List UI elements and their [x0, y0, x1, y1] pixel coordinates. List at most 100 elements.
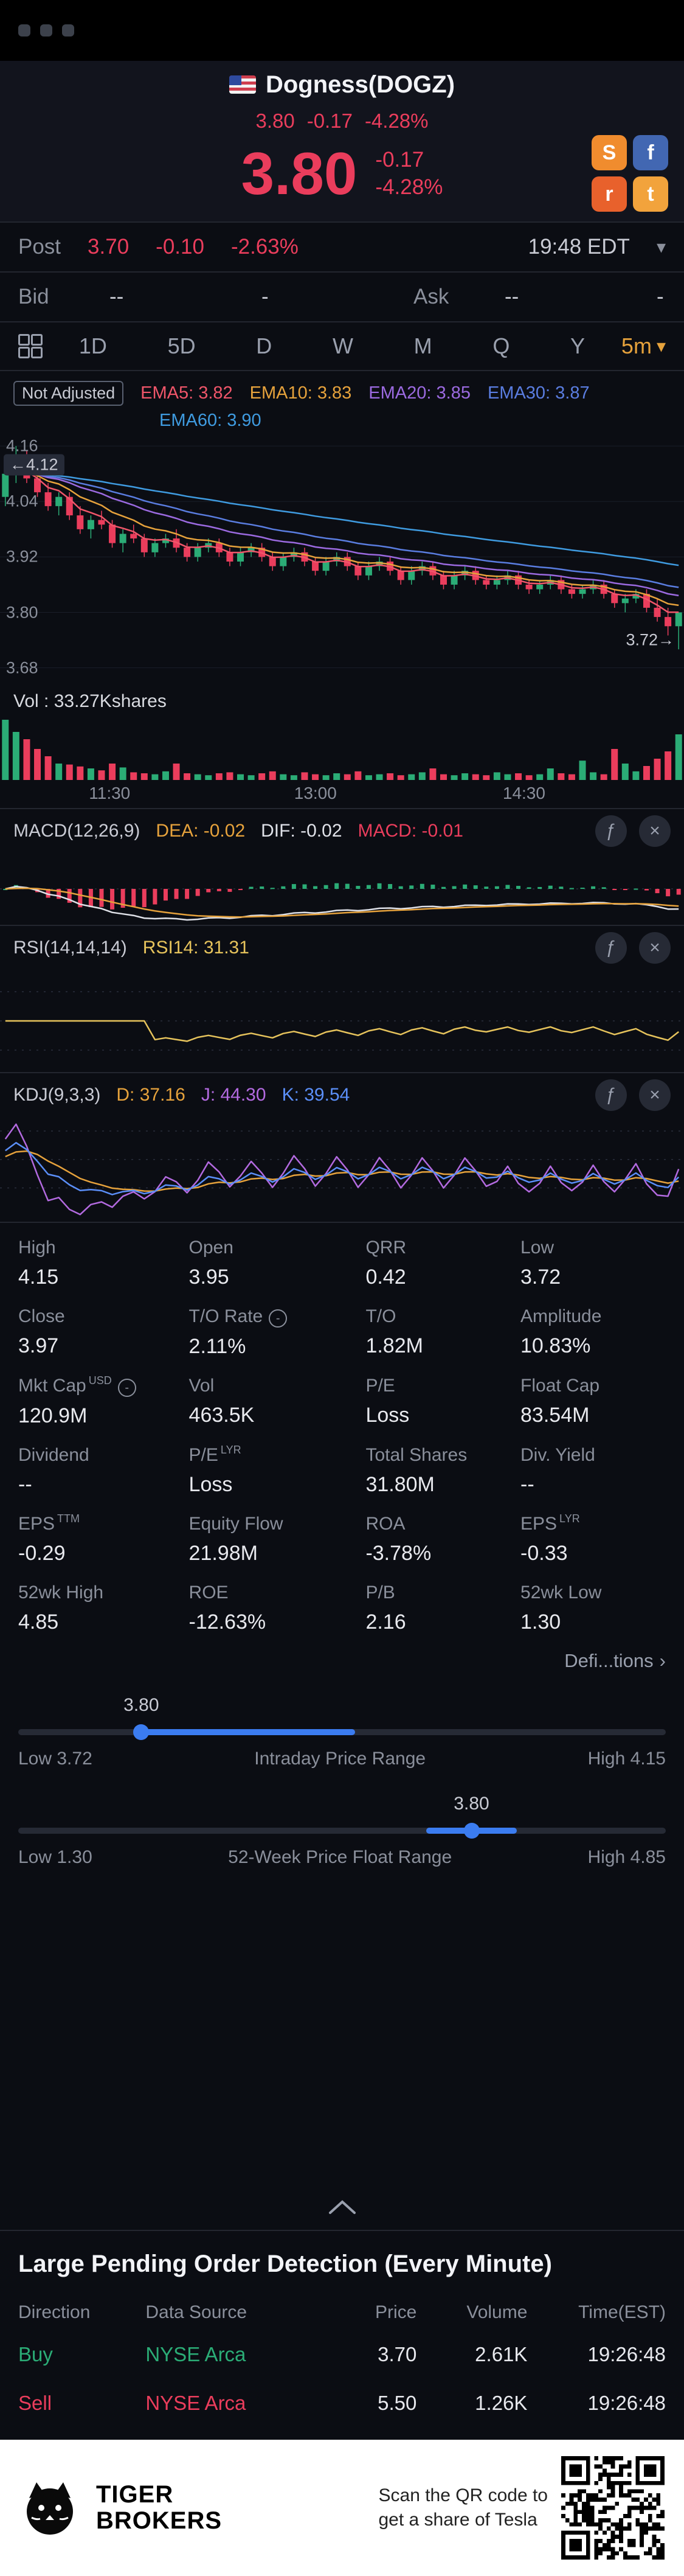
notification-icon [40, 24, 52, 37]
kdj-pane: KDJ(9,3,3) D: 37.16 J: 44.30 K: 39.54 ƒ … [0, 1072, 684, 1222]
indicator-close-icon[interactable]: × [639, 932, 671, 964]
y-axis-label: 3.80 [6, 603, 38, 622]
ema60-label: EMA60: 3.90 [159, 411, 261, 430]
kdj-j-value: J: 44.30 [201, 1085, 266, 1105]
slider-value: 3.80 [454, 1794, 489, 1814]
slider-high-label: High 4.85 [587, 1847, 666, 1867]
tab-m[interactable]: M [413, 333, 432, 358]
stat-equity-flow: Equity Flow 21.98M [188, 1514, 283, 1565]
social-icon-stocktwits[interactable]: S [592, 135, 627, 170]
price-subline: 3.80 -0.17 -4.28% [0, 110, 684, 133]
tab-1d[interactable]: 1D [78, 333, 107, 358]
subline-change: -0.17 [306, 110, 353, 132]
pending-orders-header: Direction Data Source Price Volume Time(… [18, 2302, 666, 2322]
y-axis-label: 3.68 [6, 658, 38, 677]
adjust-mode-badge[interactable]: Not Adjusted [13, 381, 124, 406]
subline-price: 3.80 [255, 110, 295, 132]
slider-track [18, 1724, 666, 1740]
stat-vol: Vol 463.5K [188, 1376, 255, 1427]
slider-fill [141, 1729, 355, 1735]
tab-w[interactable]: W [332, 333, 353, 358]
stat-low: Low 3.72 [520, 1238, 561, 1289]
last-price-tag: 3.72→ [626, 630, 674, 649]
social-icon-reddit[interactable]: r [592, 176, 627, 212]
stat-roe: ROE -12.63% [188, 1582, 266, 1634]
stat-close: Close 3.97 [18, 1306, 65, 1357]
bid-size: - [261, 285, 269, 308]
indicator-settings-icon[interactable]: ƒ [595, 815, 627, 847]
tab-5d[interactable]: 5D [167, 333, 196, 358]
stat-eps-ttm: EPS TTM -0.29 [18, 1513, 80, 1565]
ask-label: Ask [413, 285, 449, 308]
price-change-stack: -0.17 -4.28% [375, 146, 443, 201]
collapse-chevron-icon[interactable] [0, 2185, 684, 2230]
indicator-close-icon[interactable]: × [639, 1079, 671, 1111]
pending-order-row-sell[interactable]: Sell NYSE Arca 5.50 1.26K 19:26:48 [18, 2392, 666, 2414]
macd-dea-value: DEA: -0.02 [156, 821, 246, 841]
definitions-link[interactable]: Defi...tions › [564, 1650, 666, 1671]
chevron-down-icon[interactable]: ▾ [656, 237, 666, 257]
quote-header: Dogness(DOGZ) 3.80 -0.17 -4.28% 3.80 -0.… [0, 61, 684, 221]
intraday-range-slider: 3.80 Low 3.72 Intraday Price Range High … [0, 1689, 684, 1788]
status-bar [0, 0, 684, 61]
post-market-row: Post 3.70 -0.10 -2.63% 19:48 EDT ▾ [0, 221, 684, 273]
pending-order-row-buy[interactable]: Buy NYSE Arca 3.70 2.61K 19:26:48 [18, 2343, 666, 2365]
y-axis-label: 3.92 [6, 547, 38, 566]
stat-float-cap: Float Cap 83.54M [520, 1376, 600, 1427]
tiger-logo-icon [27, 2482, 73, 2535]
volume-chart[interactable] [0, 717, 684, 780]
interval-selector[interactable]: 5m ▾ [621, 333, 666, 359]
52week-range-slider: 3.80 Low 1.30 52-Week Price Float Range … [0, 1788, 684, 1886]
bid-label: Bid [18, 285, 49, 308]
candlestick-chart[interactable]: 4.16 4.04 3.92 3.80 3.68 ←4.12 3.72→ [0, 437, 684, 686]
kdj-header: KDJ(9,3,3) D: 37.16 J: 44.30 K: 39.54 ƒ … [0, 1073, 684, 1117]
rsi-pane: RSI(14,14,14) RSI14: 31.31 ƒ × [0, 925, 684, 1072]
period-tabs: 1D 5D D W M Q Y 5m ▾ [0, 322, 684, 371]
stat-high: High 4.15 [18, 1238, 59, 1289]
info-icon[interactable] [117, 1379, 136, 1397]
indicator-settings-icon[interactable]: ƒ [595, 1079, 627, 1111]
tab-q[interactable]: Q [492, 333, 510, 358]
kdj-k-value: K: 39.54 [282, 1085, 350, 1105]
stat-pb: P/B 2.16 [365, 1582, 406, 1634]
ema10-label: EMA10: 3.83 [249, 383, 352, 403]
slider-value: 3.80 [123, 1695, 159, 1715]
ask-group: Ask -- - [413, 285, 684, 309]
subline-change-pct: -4.28% [364, 110, 429, 132]
kdj-chart[interactable] [0, 1117, 684, 1222]
chevron-down-icon: ▾ [656, 336, 666, 357]
slider-low-label: Low 3.72 [18, 1749, 92, 1769]
stat-mkt-cap: Mkt CapUSD120.9M [18, 1374, 189, 1428]
stat-52wk-low: 52wk Low 1.30 [520, 1582, 602, 1634]
post-time[interactable]: 19:48 EDT [528, 235, 630, 259]
qr-code[interactable] [561, 2456, 665, 2560]
pending-orders-title: Large Pending Order Detection (Every Min… [18, 2251, 552, 2277]
slider-dot[interactable] [463, 1823, 480, 1839]
price-change-pct: -4.28% [375, 175, 443, 199]
y-axis-label: 4.16 [6, 436, 38, 455]
indicator-settings-icon[interactable]: ƒ [595, 932, 627, 964]
kdj-d-value: D: 37.16 [116, 1085, 185, 1105]
tab-d[interactable]: D [256, 333, 272, 358]
slider-dot[interactable] [133, 1724, 150, 1740]
tab-y[interactable]: Y [570, 333, 586, 358]
ema5-label: EMA5: 3.82 [140, 383, 233, 403]
macd-header: MACD(12,26,9) DEA: -0.02 DIF: -0.02 MACD… [0, 809, 684, 853]
us-flag-icon [229, 75, 256, 94]
macd-chart[interactable] [0, 853, 684, 925]
rsi14-value: RSI14: 31.31 [142, 938, 249, 958]
brand-name: TIGER BROKERS [96, 2480, 223, 2534]
chart-overlay-row-2: EMA60: 3.90 [0, 406, 684, 437]
slider-title: Intraday Price Range [254, 1749, 426, 1769]
social-icon-twitter[interactable]: t [633, 176, 668, 212]
chart-overlay-row-1: Not Adjusted EMA5: 3.82 EMA10: 3.83 EMA2… [0, 371, 684, 406]
rsi-chart[interactable] [0, 970, 684, 1072]
price-change: -0.17 [375, 147, 424, 172]
info-icon[interactable] [269, 1309, 288, 1328]
stat-eps-lyr: EPS LYR -0.33 [520, 1513, 580, 1565]
grid-layout-icon[interactable] [18, 334, 43, 358]
indicator-close-icon[interactable]: × [639, 815, 671, 847]
social-icon-facebook[interactable]: f [633, 135, 668, 170]
